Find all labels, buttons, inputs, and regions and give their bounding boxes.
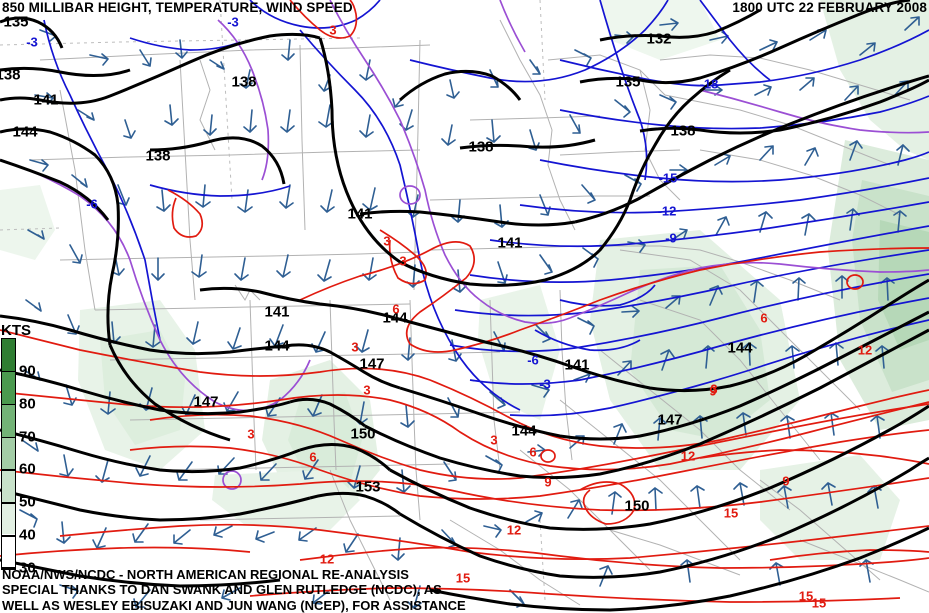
warm-isotherm-label: 9 xyxy=(544,474,552,490)
warm-isotherm-label: 6 xyxy=(309,449,317,465)
warm-isotherm-label: 3 xyxy=(383,233,391,249)
height-contour-label: 150 xyxy=(624,497,650,515)
legend-tick xyxy=(1,502,16,504)
page-title: 850 MILLIBAR HEIGHT, TEMPERATURE, WIND S… xyxy=(2,0,353,15)
warm-isotherm-label: 15 xyxy=(455,570,471,586)
cold-isotherm-label: -3 xyxy=(26,34,38,50)
warm-isotherm-label: 12 xyxy=(857,342,873,358)
legend-segment xyxy=(2,371,15,405)
cold-isotherm-label: -12 xyxy=(657,203,677,219)
height-contour-label: 135 xyxy=(615,73,641,91)
height-contour-label: 147 xyxy=(657,411,683,429)
legend-segment xyxy=(2,339,15,372)
warm-isotherm-label: 3 xyxy=(247,426,255,442)
height-contour-label: 141 xyxy=(264,303,290,321)
warm-isotherm-label: 12 xyxy=(506,522,522,538)
height-contour-label: 147 xyxy=(193,393,219,411)
height-contour-label: 141 xyxy=(497,234,523,252)
warm-isotherm-label: 12 xyxy=(319,551,335,567)
height-contour-label: 138 xyxy=(468,138,494,156)
legend-tick xyxy=(1,436,16,439)
height-contour-label: 147 xyxy=(359,355,385,373)
height-contour-label: 141 xyxy=(33,91,59,109)
warm-isotherm-label: 6 xyxy=(760,310,768,326)
credit-line-1: NOAA/NWS/NCDC - NORTH AMERICAN REGIONAL … xyxy=(2,566,409,582)
warm-isotherm-label: 15 xyxy=(811,595,827,611)
height-contour-label: 144 xyxy=(511,422,537,440)
legend-tick xyxy=(1,403,16,406)
legend-colorbar xyxy=(1,338,16,568)
cold-isotherm-label: -3 xyxy=(539,376,551,392)
height-contour-label: 141 xyxy=(347,205,373,223)
cold-isotherm-label: -9 xyxy=(665,230,677,246)
credit-line-2: SPECIAL THANKS TO DAN SWANK AND GLEN RUT… xyxy=(2,582,442,597)
legend-segment xyxy=(2,534,15,567)
legend-label: 90 xyxy=(19,362,36,380)
warm-isotherm-label: 15 xyxy=(798,588,814,604)
height-contour-label: 132 xyxy=(646,30,672,48)
warm-isotherm-label: 3 xyxy=(710,381,718,397)
warm-isotherm-label: 15 xyxy=(723,505,739,521)
warm-isotherm-label: 9 xyxy=(782,473,790,489)
height-contour-label: 150 xyxy=(350,425,376,443)
legend-label: 50 xyxy=(19,493,36,511)
height-contour-label: 144 xyxy=(382,309,408,327)
height-contour-label: 138 xyxy=(145,147,171,165)
warm-isotherm-label: 3 xyxy=(329,22,337,38)
legend-segment xyxy=(2,404,15,437)
credits-block: NOAA/NWS/NCDC - NORTH AMERICAN REGIONAL … xyxy=(2,567,466,613)
credit-line-3: WELL AS WESLEY EBISUZAKI AND JUN WANG (N… xyxy=(2,597,466,613)
cold-isotherm-label: -18 xyxy=(699,76,719,92)
warm-isotherm-label: 9 xyxy=(709,383,717,399)
legend-label: 60 xyxy=(19,460,36,478)
legend-label: 30 xyxy=(19,559,36,577)
height-contour-label: 138 xyxy=(670,122,696,140)
cold-isotherm-label: -15 xyxy=(658,170,678,186)
warm-isotherm-label: 6 xyxy=(392,301,400,317)
height-contour-label: 144 xyxy=(727,339,753,357)
legend-segment xyxy=(2,501,15,535)
legend-label: 80 xyxy=(19,395,36,413)
cold-isotherm-label: -6 xyxy=(527,352,539,368)
warm-isotherm-label: 3 xyxy=(399,253,407,269)
height-contour-label: 144 xyxy=(12,123,38,141)
warm-isotherm-label: 3 xyxy=(351,339,359,355)
legend-tick xyxy=(1,469,16,472)
legend-tick xyxy=(1,370,16,373)
cold-isotherm-label: -3 xyxy=(227,14,239,30)
height-contour-label: 144 xyxy=(264,337,290,355)
legend-label: 40 xyxy=(19,526,36,544)
height-contour-label: 138 xyxy=(0,66,21,84)
legend-segment xyxy=(2,436,15,470)
wind-barbs xyxy=(19,16,920,609)
legend-tick xyxy=(1,568,16,570)
warm-isotherm-label: 12 xyxy=(680,448,696,464)
cold-isotherm-label: -6 xyxy=(86,196,98,212)
map-datetime: 1800 UTC 22 FEBRUARY 2008 xyxy=(732,0,927,15)
legend-segment xyxy=(2,469,15,502)
height-contour-label: 153 xyxy=(355,478,381,496)
height-contour-label: 135 xyxy=(3,13,29,31)
wind-speed-legend: KTS 90 80 70 60 50 40 30 xyxy=(0,322,44,577)
height-contour-label: 138 xyxy=(231,73,257,91)
legend-label: 70 xyxy=(19,428,36,446)
grid-lines xyxy=(0,0,546,601)
legend-title: KTS xyxy=(1,322,31,339)
legend-tick xyxy=(1,535,16,537)
warm-isotherm-label: 3 xyxy=(363,382,371,398)
warm-isotherm-label: 3 xyxy=(490,432,498,448)
height-contour-label: 141 xyxy=(564,356,590,374)
warm-isotherm-label: 6 xyxy=(529,444,537,460)
